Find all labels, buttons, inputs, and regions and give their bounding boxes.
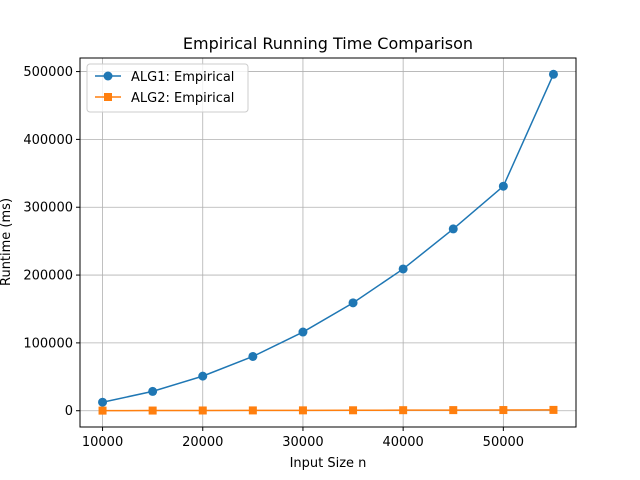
x-tick-label: 10000: [82, 435, 123, 450]
data-point-series-1: [398, 264, 408, 274]
data-point-series-1: [148, 386, 158, 396]
data-point-series-1: [548, 69, 558, 79]
data-point-series-2: [298, 406, 307, 415]
axis-ticks: 10000 20000 30000 40000 50000010000020000030…: [23, 65, 524, 450]
y-tick-label: 0: [65, 404, 73, 419]
legend-box: [86, 63, 249, 113]
data-point-series-1: [348, 298, 358, 308]
data-point-series-2: [449, 406, 458, 415]
data-point-series-2: [399, 406, 408, 415]
y-axis-label: Runtime (ms): [0, 198, 14, 286]
legend-marker-alg1: [103, 71, 113, 81]
x-tick-label: 40000: [382, 435, 423, 450]
y-tick-label: 500000: [23, 65, 73, 80]
chart-title: Empirical Running Time Comparison: [183, 34, 473, 53]
series-line-2: [102, 409, 554, 412]
data-point-series-2: [148, 406, 157, 415]
data-point-series-1: [298, 327, 308, 337]
data-point-series-2: [98, 406, 107, 415]
data-point-series-2: [549, 405, 558, 414]
series-layer: [98, 69, 558, 415]
legend-label-alg1: ALG1: Empirical: [131, 70, 234, 85]
y-tick-label: 100000: [23, 336, 73, 351]
data-point-series-2: [248, 406, 257, 415]
data-point-series-1: [248, 351, 258, 361]
data-point-series-1: [198, 371, 208, 381]
legend-label-alg2: ALG2: Empirical: [131, 91, 234, 106]
y-tick-label: 400000: [23, 133, 73, 148]
x-tick-label: 50000: [483, 435, 524, 450]
y-tick-label: 300000: [23, 201, 73, 216]
data-point-series-2: [349, 406, 358, 415]
x-axis-label: Input Size n: [290, 456, 367, 471]
data-point-series-2: [499, 406, 508, 415]
data-point-series-1: [498, 181, 508, 191]
data-point-series-1: [98, 397, 108, 407]
series-line-1: [102, 73, 555, 403]
plot-area-frame: [79, 57, 577, 428]
data-point-series-2: [198, 406, 207, 415]
legend-marker-alg2: [104, 93, 112, 101]
x-tick-label: 20000: [182, 435, 223, 450]
x-tick-label: 30000: [282, 435, 323, 450]
data-point-series-1: [448, 224, 458, 234]
legend: ALG1: Empirical ALG2: Empirical: [86, 63, 249, 113]
y-tick-label: 200000: [23, 269, 73, 284]
grid-lines: [80, 58, 576, 427]
